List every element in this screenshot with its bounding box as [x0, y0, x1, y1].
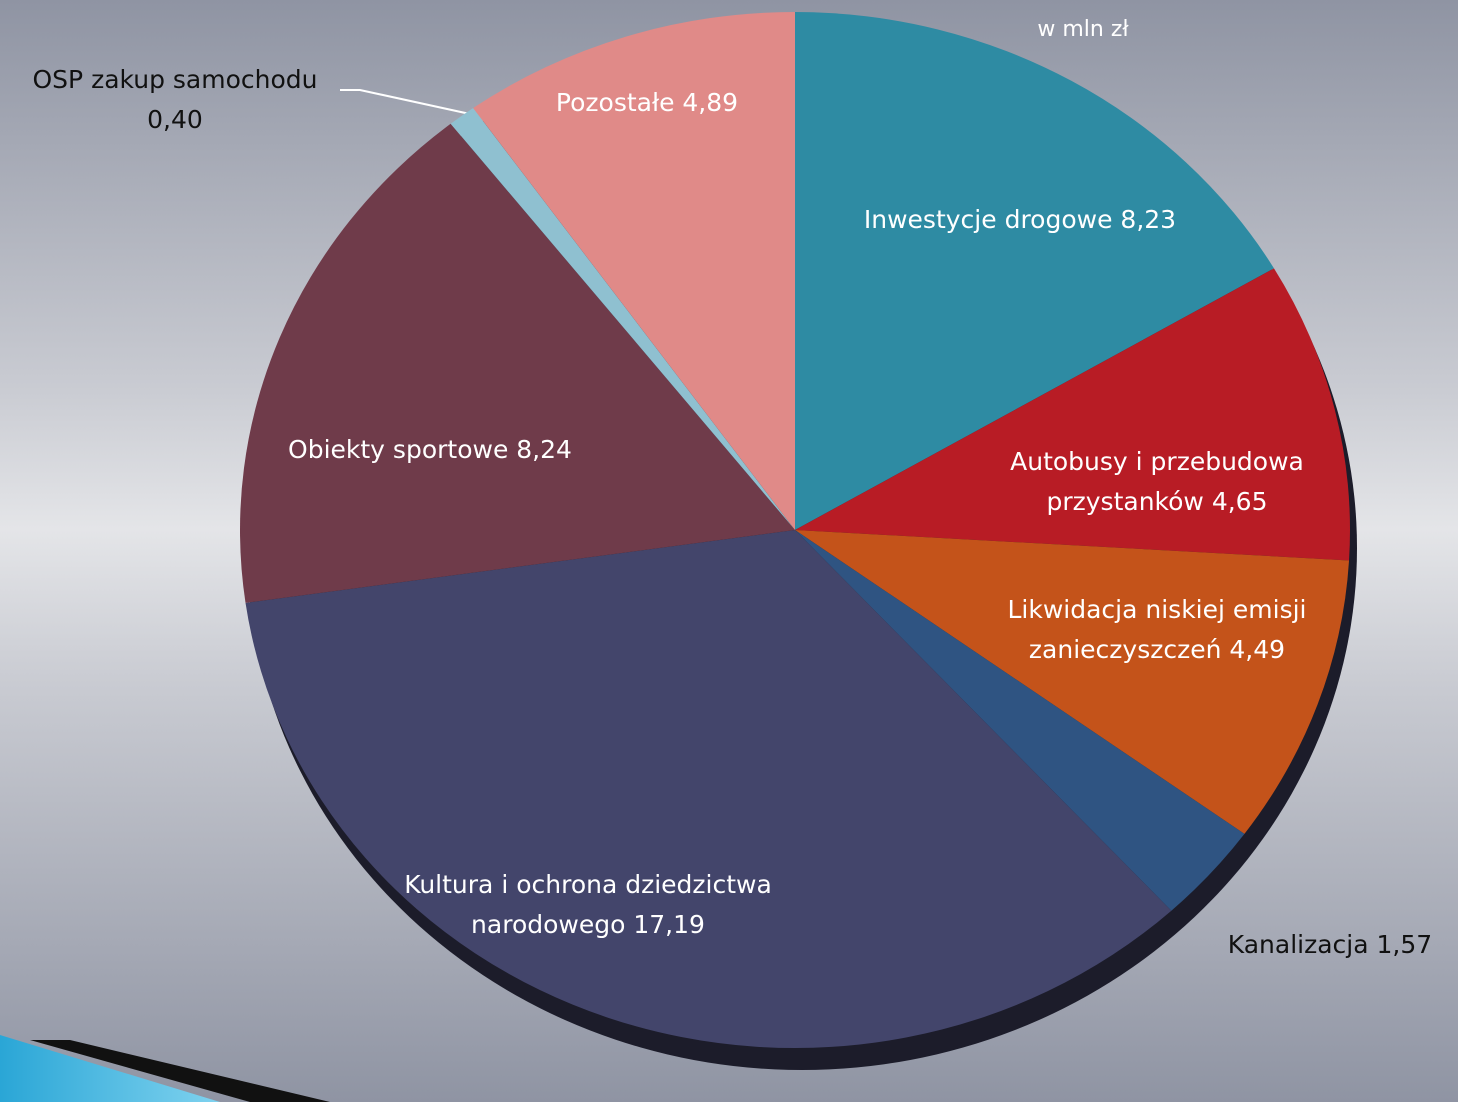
pie-slice	[450, 108, 795, 530]
value-label: 4,89	[682, 88, 739, 117]
slice-label: Kanalizacja 1,57	[1180, 925, 1458, 965]
slice-label: Autobusy i przebudowa przystanków 4,65	[977, 442, 1337, 522]
value-label: 8,23	[1120, 205, 1177, 234]
category-name: Autobusy i przebudowa przystanków	[1010, 447, 1304, 516]
leader-line	[340, 89, 471, 115]
pie-slice	[795, 530, 1350, 834]
chart-title: w mln zł	[1037, 17, 1129, 42]
category-name: Inwestycje drogowe	[863, 205, 1113, 234]
pie-slice	[795, 530, 1245, 911]
decoration	[0, 1035, 220, 1102]
category-name: Pozostałe	[555, 88, 675, 117]
value-label: 1,57	[1376, 930, 1433, 959]
category-name: OSP zakup samochodu	[32, 65, 318, 94]
value-label: 17,19	[633, 910, 705, 939]
value-label: 0,40	[147, 105, 203, 134]
slice-label: Inwestycje drogowe 8,23	[770, 200, 1270, 240]
category-name: Obiekty sportowe	[288, 435, 509, 464]
slice-label: Obiekty sportowe 8,24	[220, 430, 640, 470]
slice-label: Likwidacja niskiej emisji zanieczyszczeń…	[967, 590, 1347, 670]
decoration	[30, 1040, 330, 1102]
value-label: 4,49	[1229, 635, 1286, 664]
slice-label: Pozostałe 4,89	[497, 83, 797, 123]
category-name: Likwidacja niskiej emisji zanieczyszczeń	[1007, 595, 1307, 664]
pie-slice	[473, 12, 795, 530]
category-name: Kanalizacja	[1227, 930, 1369, 959]
pie-slice	[795, 268, 1350, 561]
slice-label: Kultura i ochrona dziedzictwa narodowego…	[398, 865, 778, 945]
pie-slice	[240, 123, 796, 603]
slice-label: OSP zakup samochodu 0,40	[5, 60, 345, 140]
pie-slice	[245, 530, 1172, 1048]
value-label: 8,24	[516, 435, 572, 464]
value-label: 4,65	[1211, 487, 1268, 516]
pie-slice	[795, 12, 1274, 530]
category-name: Kultura i ochrona dziedzictwa narodowego	[404, 870, 772, 939]
